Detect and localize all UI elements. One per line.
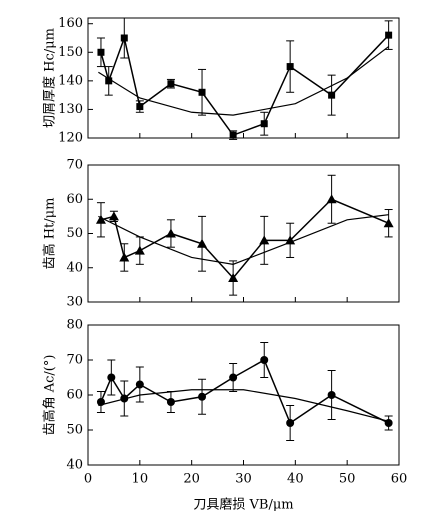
marker [108, 211, 119, 221]
axes-frame [87, 324, 400, 466]
x-tick-label: 60 [391, 472, 408, 487]
marker [228, 273, 239, 283]
marker [107, 373, 116, 382]
axes-frame [87, 17, 400, 139]
marker [384, 419, 393, 427]
marker [97, 48, 105, 56]
x-tick-label: 40 [287, 472, 304, 487]
marker [120, 34, 128, 42]
y-tick-label: 60 [66, 192, 83, 207]
marker [260, 356, 269, 364]
y-tick-label: 140 [58, 73, 83, 88]
marker [229, 131, 237, 139]
y-tick-label: 60 [66, 388, 83, 403]
marker [260, 120, 268, 128]
marker [286, 63, 294, 71]
y-tick-label: 50 [66, 423, 83, 438]
marker [165, 228, 176, 238]
marker [198, 88, 206, 96]
x-tick-label: 50 [339, 472, 356, 487]
marker [383, 218, 394, 228]
y-axis-label: 齿高角 Ac/(°) [42, 355, 58, 436]
y-axis-label: 切屑厚度 Hc/μm [42, 28, 58, 128]
marker [285, 235, 296, 245]
marker [326, 194, 337, 204]
y-tick-label: 30 [66, 295, 83, 310]
marker [134, 245, 145, 255]
marker [136, 103, 144, 111]
y-tick-label: 160 [58, 16, 83, 31]
axes-frame [87, 164, 400, 303]
data-line [100, 358, 389, 425]
fit-curve [98, 389, 389, 422]
x-tick-label: 0 [84, 472, 92, 487]
y-tick-label: 130 [58, 102, 83, 117]
marker [259, 235, 270, 245]
marker [328, 91, 336, 99]
fit-curve [98, 214, 389, 265]
x-tick-label: 20 [183, 472, 200, 487]
marker [327, 391, 336, 399]
marker [197, 238, 208, 248]
marker [385, 31, 393, 39]
marker [95, 214, 106, 224]
marker [229, 373, 238, 382]
marker [119, 252, 130, 262]
marker [96, 398, 105, 406]
y-tick-label: 40 [66, 458, 83, 473]
marker [166, 398, 175, 406]
y-tick-label: 50 [66, 226, 83, 241]
marker [135, 380, 144, 389]
y-tick-label: 70 [66, 353, 83, 368]
x-tick-label: 10 [132, 472, 149, 487]
y-tick-label: 40 [66, 260, 83, 275]
y-tick-label: 70 [66, 158, 83, 173]
marker [120, 394, 129, 403]
y-tick-label: 150 [58, 45, 83, 60]
marker [167, 80, 175, 88]
y-tick-label: 120 [58, 131, 83, 146]
marker [105, 77, 113, 85]
y-axis-label: 齿高 Ht/μm [42, 198, 58, 270]
marker [286, 419, 295, 427]
y-tick-label: 80 [66, 318, 83, 333]
data-line [100, 34, 390, 137]
x-tick-label: 30 [235, 472, 252, 487]
marker [198, 392, 207, 401]
x-axis-label: 刀具磨损 VB/μm [193, 498, 293, 513]
